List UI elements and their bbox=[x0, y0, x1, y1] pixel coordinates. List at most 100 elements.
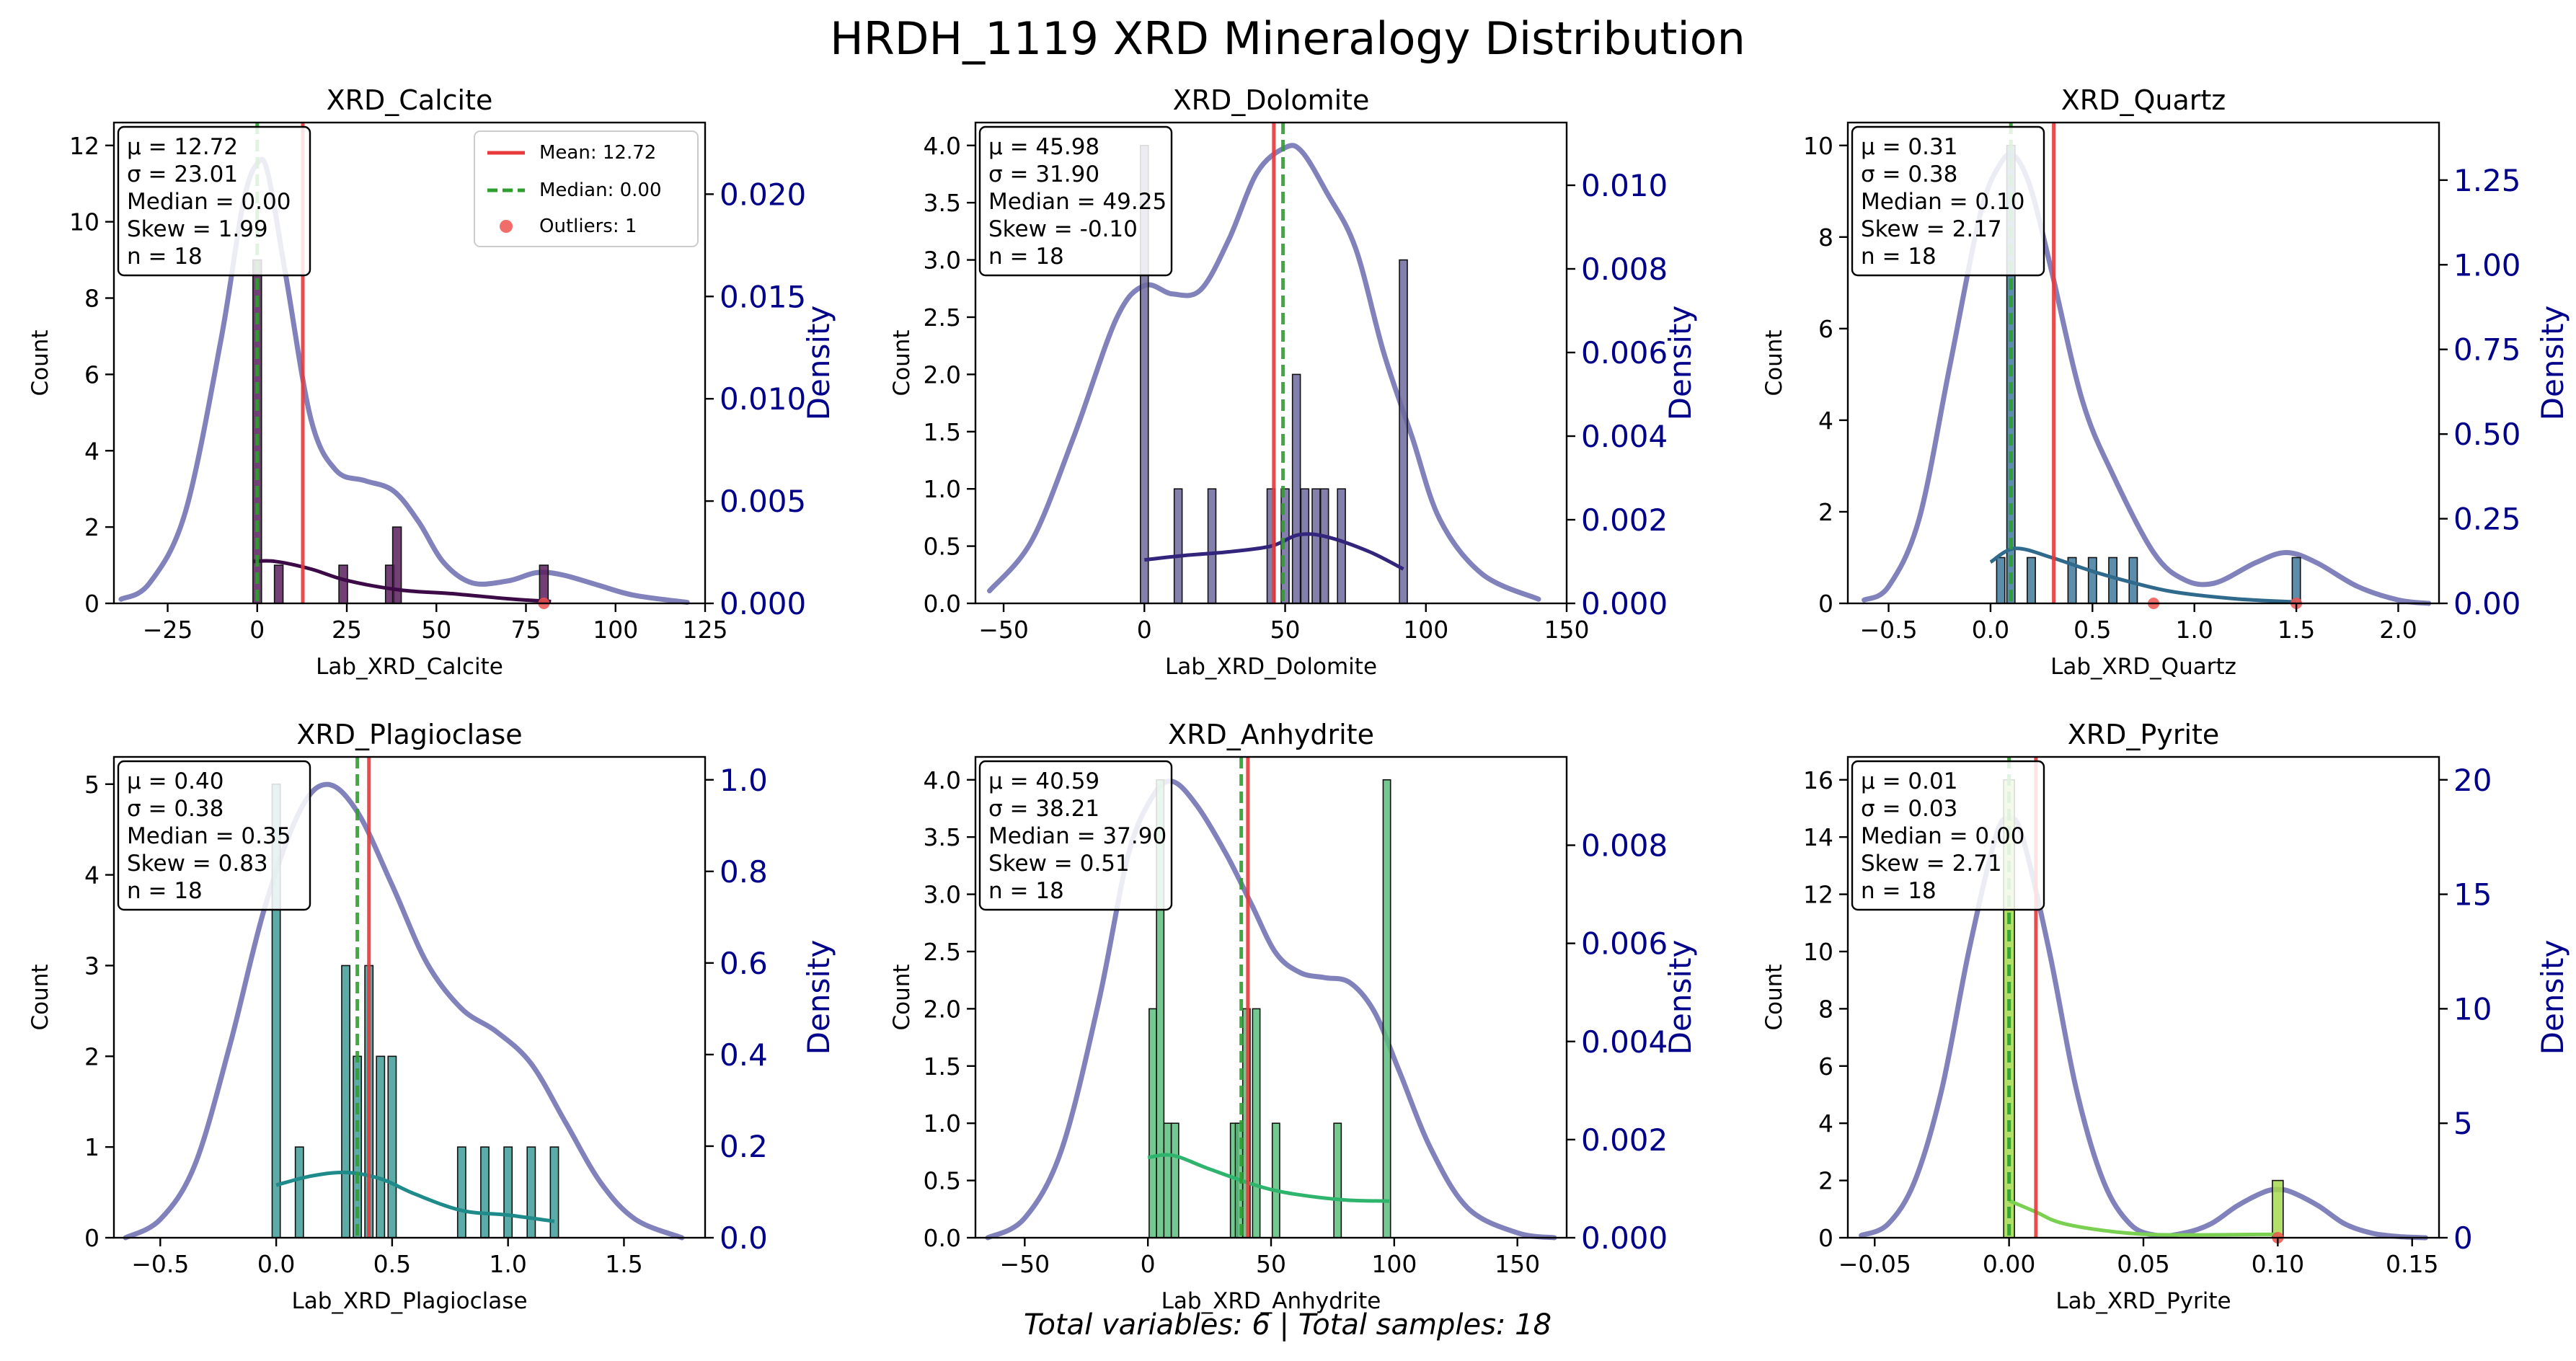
stats-line: n = 18 bbox=[988, 244, 1064, 270]
kde-count-curve bbox=[253, 559, 552, 603]
y-tick-label: 2 bbox=[1818, 1167, 1833, 1195]
histogram-bar bbox=[273, 564, 284, 604]
x-tick-label: 0.0 bbox=[1972, 616, 2009, 644]
histogram-bar bbox=[1319, 488, 1329, 604]
histogram-bar bbox=[1173, 488, 1183, 604]
x-tick-label: −50 bbox=[978, 616, 1029, 644]
x-tick-label: 0.00 bbox=[1983, 1250, 2035, 1278]
x-tick-label: −0.5 bbox=[1859, 616, 1917, 644]
y-tick-label: 1 bbox=[84, 1133, 99, 1161]
stats-box-frame bbox=[117, 760, 311, 911]
y-tick-label: 2.5 bbox=[924, 303, 961, 332]
stats-line: Median = 0.35 bbox=[127, 823, 291, 849]
stats-line: σ = 0.03 bbox=[1861, 796, 1957, 822]
y2-tick-label: 0 bbox=[2453, 1220, 2473, 1256]
subplot-xrd-pyrite: XRD_Pyrite −0.05 0.00 0.05 0.10 0.15 0 2 4 6 8 10 12… bbox=[1761, 719, 2570, 1314]
histogram-bar bbox=[376, 1055, 386, 1238]
y2-tick-label: 20 bbox=[2453, 763, 2492, 798]
stats-line: n = 18 bbox=[127, 244, 203, 270]
y2-axis-label: Density bbox=[1663, 940, 1698, 1055]
histogram-bar bbox=[341, 965, 350, 1238]
stats-line: μ = 0.01 bbox=[1861, 768, 1957, 794]
stats-box-frame bbox=[1851, 125, 2045, 277]
y-axis-label: Count bbox=[889, 964, 915, 1030]
y-tick-label: 10 bbox=[1803, 938, 1833, 966]
subplot-xrd-dolomite: XRD_Dolomite −50 0 50 100 150 0.0 0.5 1.0 1.5 2.0 2… bbox=[889, 84, 1698, 680]
legend-outlier-swatch bbox=[500, 220, 513, 233]
y2-tick-label: 5 bbox=[2453, 1106, 2473, 1141]
kde-density-curve bbox=[1862, 151, 2432, 606]
x-axis-label: Lab_XRD_Plagioclase bbox=[291, 1288, 527, 1314]
figure-title: HRDH_1119 XRD Mineralogy Distribution bbox=[830, 12, 1745, 65]
y-tick-label: 14 bbox=[1803, 823, 1833, 851]
y2-tick-label: 15 bbox=[2453, 877, 2492, 913]
y-tick-label: 2 bbox=[1818, 498, 1833, 526]
stats-line: n = 18 bbox=[127, 878, 203, 904]
y2-tick-label: 0.000 bbox=[1581, 1220, 1668, 1256]
x-tick-label: 1.0 bbox=[489, 1250, 526, 1278]
histogram-bar bbox=[549, 1146, 559, 1238]
y2-tick-label: 0.00 bbox=[2453, 586, 2521, 621]
plot-frame bbox=[112, 755, 707, 1239]
y-tick-label: 0.0 bbox=[924, 590, 961, 618]
x-tick-label: 0 bbox=[249, 616, 265, 644]
y-tick-label: 0.5 bbox=[924, 1167, 961, 1195]
x-tick-label: 0.15 bbox=[2386, 1250, 2438, 1278]
stats-line: Median = 0.00 bbox=[1861, 823, 2024, 849]
stats-line: σ = 0.38 bbox=[1861, 161, 1957, 187]
plot-frame bbox=[1846, 121, 2440, 605]
y-tick-label: 2 bbox=[84, 1042, 99, 1070]
stats-line: σ = 0.38 bbox=[127, 796, 223, 822]
y2-tick-label: 0.006 bbox=[1581, 335, 1668, 371]
subplot-xrd-quartz: XRD_Quartz −0.5 0.0 0.5 1.0 1.5 2.0 0 2 4 6 8 10 0.00… bbox=[1761, 84, 2570, 680]
y2-tick-label: 0.8 bbox=[720, 854, 768, 890]
stats-line: σ = 31.90 bbox=[988, 161, 1099, 187]
histogram-bar bbox=[294, 1146, 304, 1238]
kde-density-curve bbox=[123, 781, 685, 1241]
y-tick-label: 5 bbox=[84, 771, 99, 799]
kde-count-curve bbox=[1147, 1153, 1390, 1203]
x-tick-label: −0.05 bbox=[1838, 1250, 1911, 1278]
x-tick-label: 100 bbox=[593, 616, 638, 644]
y-tick-label: 6 bbox=[1818, 1052, 1833, 1081]
x-tick-label: 1.5 bbox=[2278, 616, 2315, 644]
y2-axis-label: Density bbox=[1663, 306, 1698, 421]
legend-frame bbox=[474, 130, 699, 247]
x-tick-label: −25 bbox=[143, 616, 193, 644]
histogram-bar bbox=[2272, 1179, 2284, 1238]
histogram-bar bbox=[1207, 488, 1217, 604]
histogram-bar bbox=[1148, 1008, 1157, 1238]
y2-tick-label: 0.015 bbox=[720, 279, 806, 314]
y-tick-label: 0.0 bbox=[924, 1224, 961, 1252]
y2-axis-label: Density bbox=[801, 940, 836, 1055]
x-tick-label: 25 bbox=[332, 616, 362, 644]
stats-line: n = 18 bbox=[1861, 244, 1937, 270]
y2-tick-label: 0.75 bbox=[2453, 332, 2521, 368]
y2-tick-label: 0.004 bbox=[1581, 419, 1668, 454]
y-tick-label: 3.5 bbox=[924, 189, 961, 217]
figure-footer: Total variables: 6 | Total samples: 18 bbox=[1024, 1308, 1552, 1342]
x-tick-label: 150 bbox=[1544, 616, 1590, 644]
stats-line: Skew = 0.83 bbox=[127, 851, 268, 877]
y-tick-label: 2 bbox=[84, 513, 99, 541]
y-tick-label: 10 bbox=[69, 208, 99, 236]
x-tick-label: 75 bbox=[511, 616, 541, 644]
histogram-bar bbox=[2291, 557, 2301, 604]
x-tick-label: −0.5 bbox=[131, 1250, 189, 1278]
y-tick-label: 10 bbox=[1803, 132, 1833, 160]
histogram-bar bbox=[503, 1146, 513, 1238]
histogram-bar bbox=[2108, 557, 2118, 604]
y-tick-label: 12 bbox=[1803, 881, 1833, 909]
y2-tick-label: 1.00 bbox=[2453, 247, 2521, 283]
histogram-bar bbox=[1311, 488, 1321, 604]
y-tick-label: 0.5 bbox=[924, 533, 961, 561]
y2-tick-label: 0.2 bbox=[720, 1129, 768, 1164]
y-axis-label: Count bbox=[889, 329, 915, 396]
